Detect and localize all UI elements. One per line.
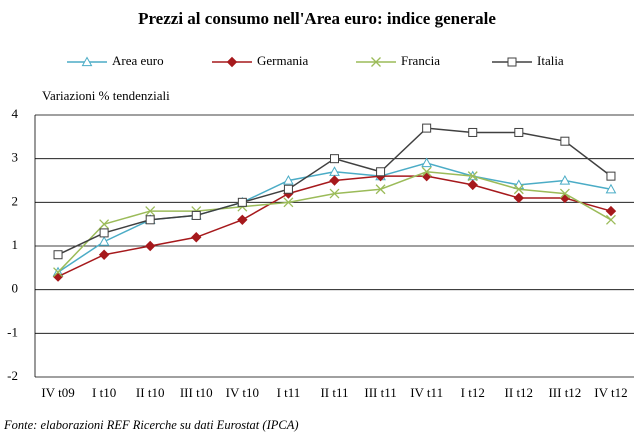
marker — [144, 240, 156, 252]
marker — [283, 174, 294, 185]
marker — [226, 56, 238, 68]
x-tick-label: IV t10 — [226, 385, 259, 400]
legend-label: Francia — [401, 53, 440, 68]
marker — [98, 249, 110, 260]
marker — [468, 127, 478, 137]
legend-label: Area euro — [112, 53, 164, 68]
marker — [191, 210, 201, 220]
series-line — [57, 127, 612, 256]
y-tick-label: 4 — [12, 106, 19, 121]
x-tick-label: II t12 — [505, 385, 534, 400]
marker — [422, 123, 432, 133]
x-tick-label: IV t09 — [41, 385, 74, 400]
marker — [283, 197, 294, 208]
marker — [559, 188, 570, 199]
x-tick-label: I t10 — [92, 385, 116, 400]
source-note: Fonte: elaborazioni REF Ricerche su dati… — [3, 418, 299, 432]
marker — [81, 56, 93, 67]
marker — [237, 214, 248, 226]
marker — [145, 206, 156, 217]
marker — [329, 188, 340, 199]
marker — [421, 157, 433, 168]
x-tick-label: III t12 — [548, 385, 581, 400]
marker — [605, 205, 617, 217]
x-tick-label: III t10 — [180, 385, 213, 400]
marker — [329, 175, 340, 186]
marker — [98, 236, 110, 246]
legend-label: Italia — [537, 53, 564, 68]
marker — [145, 215, 155, 225]
x-tick-label: IV t12 — [594, 385, 627, 400]
marker — [421, 166, 432, 177]
marker — [191, 232, 202, 243]
x-tick-label: IV t11 — [410, 385, 443, 400]
y-tick-label: 3 — [12, 150, 19, 165]
marker — [467, 171, 478, 182]
marker — [467, 179, 478, 191]
y-tick-label: 2 — [12, 193, 19, 208]
marker — [283, 184, 293, 194]
marker — [330, 154, 339, 164]
y-axis-label: Variazioni % tendenziali — [42, 88, 170, 103]
x-tick-label: I t11 — [277, 385, 301, 400]
marker — [513, 184, 524, 195]
y-tick-label: 0 — [12, 281, 19, 296]
legend-label: Germania — [257, 53, 308, 68]
y-tick-label: 1 — [12, 237, 19, 252]
marker — [513, 192, 525, 204]
series-line — [57, 175, 612, 278]
marker — [376, 167, 386, 177]
marker — [606, 214, 616, 225]
marker — [99, 219, 110, 230]
marker — [375, 184, 386, 195]
x-tick-label: II t10 — [136, 385, 165, 400]
y-tick-label: -1 — [7, 324, 18, 339]
marker — [514, 127, 524, 137]
marker — [53, 267, 63, 278]
chart-title: Prezzi al consumo nell'Area euro: indice… — [138, 9, 496, 28]
marker — [237, 197, 247, 207]
marker — [99, 228, 109, 238]
marker — [605, 183, 617, 194]
x-tick-label: I t12 — [461, 385, 485, 400]
marker — [53, 250, 63, 260]
marker — [559, 174, 571, 185]
marker — [507, 57, 517, 67]
y-tick-label: -2 — [7, 368, 18, 383]
x-tick-label: II t11 — [320, 385, 348, 400]
marker — [606, 171, 616, 181]
marker — [560, 136, 570, 146]
x-tick-label: III t11 — [364, 385, 396, 400]
marker — [371, 57, 381, 67]
